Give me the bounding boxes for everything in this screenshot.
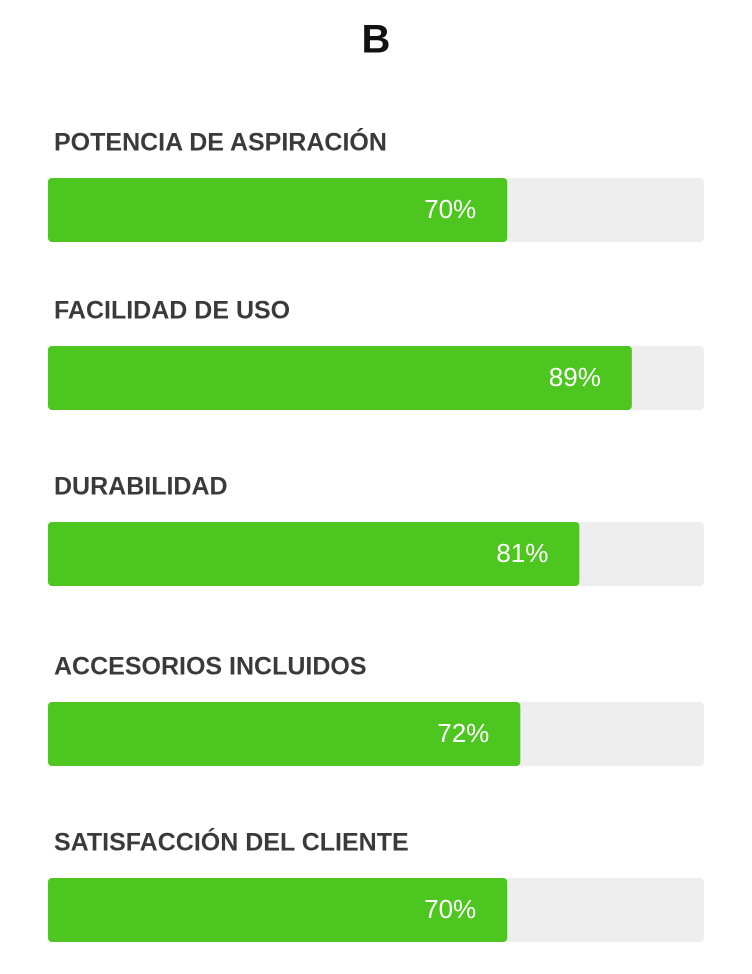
value-label: 70%	[424, 894, 476, 924]
bar	[48, 522, 580, 586]
value-label: 70%	[424, 194, 476, 224]
bar	[48, 702, 521, 766]
value-label: 72%	[437, 718, 489, 748]
bar	[48, 878, 508, 942]
bar	[48, 178, 508, 242]
category-label: SATISFACCIÓN DEL CLIENTE	[54, 827, 409, 857]
value-label: 89%	[549, 362, 601, 392]
category-label: POTENCIA DE ASPIRACIÓN	[54, 127, 387, 157]
category-label: FACILIDAD DE USO	[54, 297, 290, 325]
bar	[48, 346, 632, 410]
category-label: ACCESORIOS INCLUIDOS	[54, 653, 367, 681]
value-label: 81%	[496, 538, 548, 568]
chart-title: B	[362, 18, 391, 62]
category-label: DURABILIDAD	[54, 473, 228, 501]
